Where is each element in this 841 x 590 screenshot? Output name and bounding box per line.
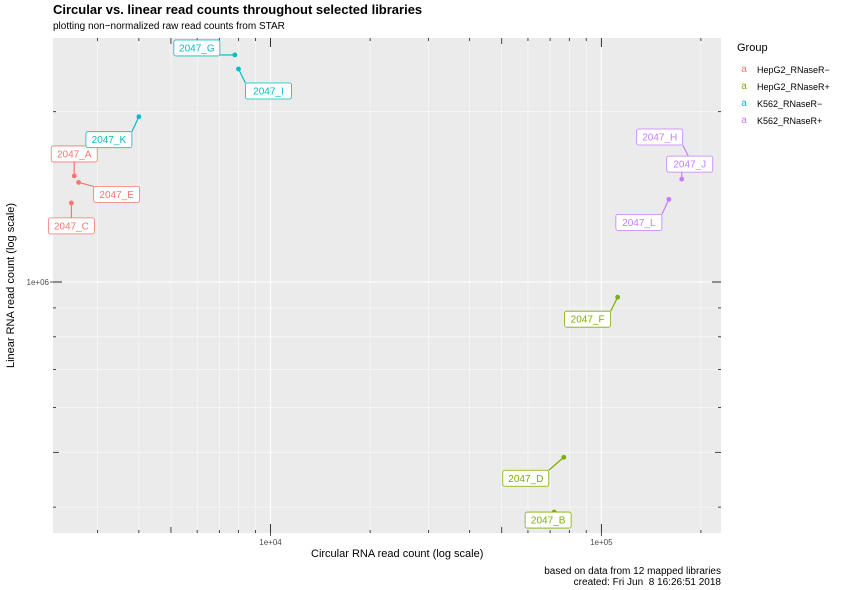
data-label-box [636, 128, 684, 146]
caption: based on data from 12 mapped libraries c… [544, 566, 721, 588]
legend-title: Group [737, 42, 768, 54]
data-label-box [564, 310, 612, 328]
data-label: 2047_I [253, 86, 284, 97]
legend-key-glyph: a [741, 81, 747, 92]
label-connector [548, 456, 565, 471]
data-label-box [502, 469, 550, 487]
legend-items: a HepG2_RNaseR− a HepG2_RNaseR+ a K562_RNaseR… [737, 61, 830, 129]
data-label-box [50, 145, 98, 163]
data-label: 2047_A [57, 149, 92, 160]
legend-item: a HepG2_RNaseR− [737, 61, 830, 78]
label-connector [237, 68, 247, 84]
x-axis-label: Circular RNA read count (log scale) [0, 548, 841, 560]
data-label: 2047_D [508, 474, 543, 485]
y-tick-label: 1e+06 [27, 278, 50, 287]
data-point [136, 114, 142, 120]
data-label-box [93, 186, 141, 203]
data-point [679, 176, 685, 182]
y-axis-label: Linear RNA read count (log scale) [5, 203, 17, 368]
data-label-box [85, 131, 133, 149]
legend-item: a K562_RNaseR− [737, 95, 830, 112]
data-label-box [524, 511, 572, 529]
data-label: 2047_J [673, 160, 706, 171]
legend-item-label: HepG2_RNaseR− [757, 64, 830, 75]
caption-line-1: based on data from 12 mapped libraries [544, 566, 721, 577]
x-axis-label-text: Circular RNA read count (log scale) [311, 548, 484, 560]
label-connector [131, 116, 140, 132]
chart-title: Circular vs. linear read counts througho… [53, 2, 423, 17]
data-label: 2047_G [179, 43, 215, 54]
data-label: 2047_E [99, 190, 134, 201]
label-connector [661, 199, 670, 215]
data-point [76, 180, 82, 185]
label-connector [78, 181, 94, 187]
data-point [68, 200, 74, 206]
legend-item-label: K562_RNaseR+ [757, 115, 823, 126]
data-point [615, 294, 621, 300]
data-label-box [245, 82, 292, 100]
legend-item-label: K562_RNaseR− [757, 98, 823, 109]
legend-key-glyph: a [741, 64, 747, 75]
label-connector [610, 296, 619, 312]
data-label: 2047_K [92, 135, 127, 146]
legend: Group a HepG2_RNaseR− a HepG2_RNaseR+ a K562_… [737, 42, 830, 129]
data-label-box [666, 155, 714, 173]
data-point [666, 196, 672, 202]
legend-key-glyph: a [741, 115, 747, 126]
data-point [71, 173, 77, 179]
x-tick-label: 1e+04 [259, 538, 282, 547]
data-label: 2047_F [571, 315, 605, 326]
legend-key-glyph: a [741, 98, 747, 109]
data-point [561, 454, 567, 460]
data-label-box [615, 213, 663, 231]
data-label: 2047_H [642, 132, 677, 143]
data-point [232, 52, 238, 58]
legend-item-label: HepG2_RNaseR+ [757, 81, 830, 92]
data-label: 2047_C [54, 221, 89, 232]
data-label: 2047_L [622, 218, 656, 229]
caption-line-2: created: Fri Jun 8 16:26:51 2018 [573, 577, 721, 588]
data-label: 2047_B [531, 516, 566, 527]
plot-panel [53, 38, 721, 533]
legend-item: a K562_RNaseR+ [737, 112, 830, 129]
data-label-box [47, 217, 95, 235]
chart-subtitle: plotting non−normalized raw read counts … [53, 21, 285, 32]
x-tick-label: 1e+05 [590, 538, 613, 547]
data-label-box [173, 39, 221, 57]
legend-item: a HepG2_RNaseR+ [737, 78, 830, 95]
data-point [236, 66, 241, 72]
